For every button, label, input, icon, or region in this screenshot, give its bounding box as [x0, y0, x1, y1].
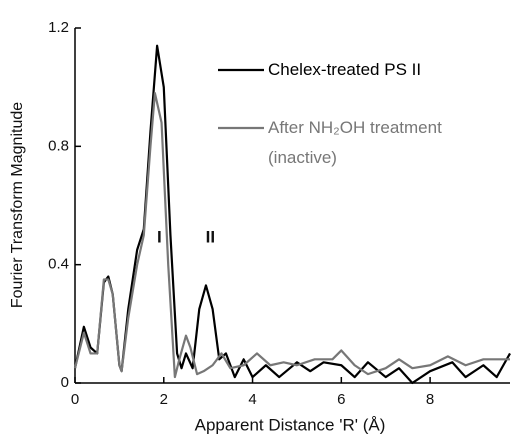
x-tick-label: 4	[248, 391, 256, 408]
x-tick-label: 2	[160, 391, 168, 408]
legend-label: After NH₂OH treatment (inactive)	[268, 118, 442, 167]
y-axis-label: Fourier Transform Magnitude	[9, 102, 26, 308]
y-tick-label: 1.2	[48, 19, 69, 36]
legend-label: Chelex-treated PS II	[268, 60, 422, 79]
x-tick-label: 0	[71, 391, 79, 408]
annotation: II	[206, 228, 215, 247]
y-tick-label: 0	[61, 374, 69, 391]
y-tick-label: 0.8	[48, 137, 69, 154]
x-tick-label: 8	[426, 391, 434, 408]
y-tick-label: 0.4	[48, 256, 69, 273]
data-line	[73, 91, 510, 379]
x-tick-label: 6	[337, 391, 345, 408]
data-line	[73, 44, 511, 385]
x-axis-label: Apparent Distance 'R' (Å)	[195, 415, 386, 434]
annotation: I	[157, 228, 162, 247]
